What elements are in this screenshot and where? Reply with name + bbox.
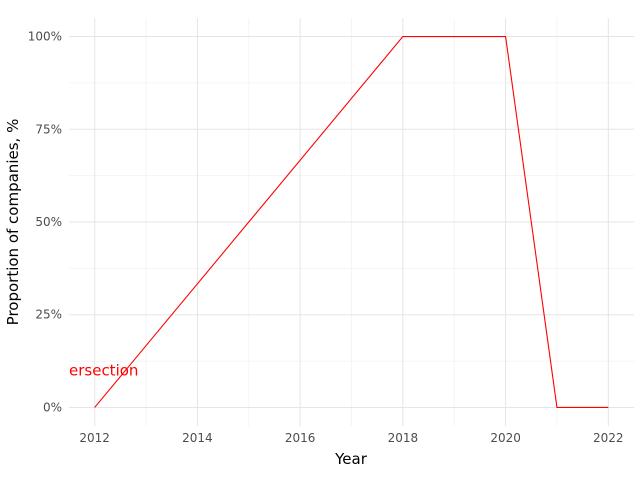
- y-axis-title: Proportion of companies, %: [4, 119, 22, 326]
- series-line: [94, 35, 609, 409]
- annotation-layer: ersection: [69, 361, 138, 379]
- x-tick-label: 2022: [593, 431, 624, 445]
- y-axis-tick-labels: 0% 25% 50% 75% 100%: [28, 30, 62, 415]
- annotation-label: ersection: [69, 361, 138, 379]
- y-tick-label: 25%: [35, 308, 62, 322]
- x-tick-label: 2014: [182, 431, 213, 445]
- y-tick-label: 100%: [28, 30, 62, 44]
- y-tick-label: 0%: [43, 400, 62, 414]
- x-axis-title: Year: [334, 450, 368, 468]
- major-gridlines: [69, 18, 634, 426]
- x-tick-label: 2016: [285, 431, 316, 445]
- x-tick-label: 2012: [79, 431, 110, 445]
- x-tick-label: 2020: [490, 431, 521, 445]
- y-tick-label: 75%: [35, 122, 62, 136]
- x-axis-tick-labels: 2012 2014 2016 2018 2020 2022: [79, 431, 623, 445]
- series-layer: [94, 35, 609, 409]
- y-tick-label: 50%: [35, 215, 62, 229]
- x-tick-label: 2018: [388, 431, 419, 445]
